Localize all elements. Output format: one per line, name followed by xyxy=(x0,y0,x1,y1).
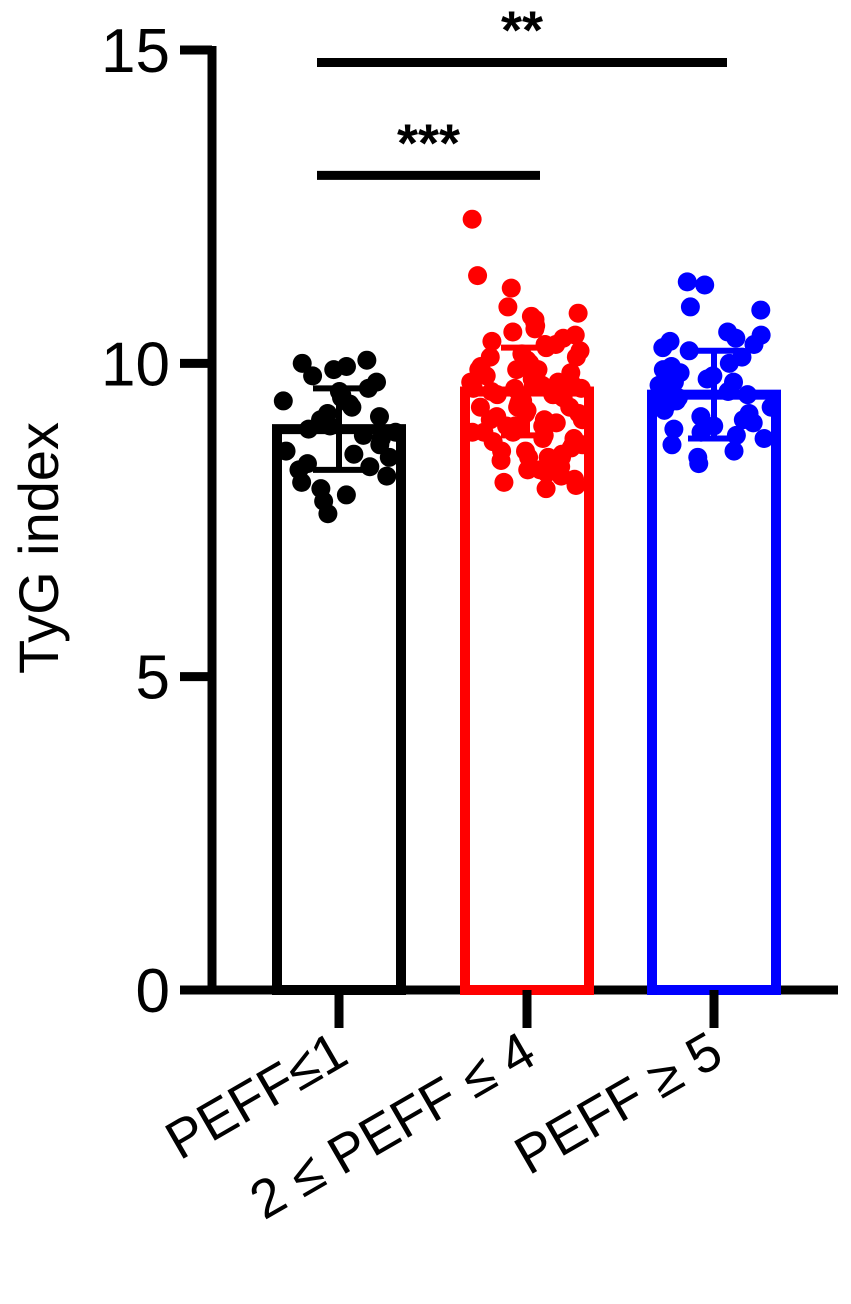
data-point xyxy=(273,391,293,411)
data-point xyxy=(536,479,556,499)
data-point xyxy=(476,366,496,386)
data-point xyxy=(566,476,586,496)
data-point xyxy=(497,416,517,436)
bars xyxy=(272,386,781,1028)
data-point xyxy=(462,422,482,442)
data-point xyxy=(761,397,781,417)
data-point xyxy=(369,407,389,427)
significance-brackets: ***** xyxy=(317,1,727,180)
data-point xyxy=(377,466,397,486)
data-point xyxy=(518,460,538,480)
data-point xyxy=(572,410,592,430)
data-point xyxy=(726,328,746,348)
data-point xyxy=(463,378,483,398)
y-ticks: 0 5 10 15 xyxy=(101,17,212,1026)
data-point xyxy=(571,378,591,398)
data-point xyxy=(501,278,521,298)
y-tick-label: 15 xyxy=(101,17,170,86)
data-point xyxy=(468,266,488,286)
y-tick-label: 0 xyxy=(136,957,170,1026)
data-point xyxy=(662,435,682,455)
data-point xyxy=(653,338,673,358)
data-point xyxy=(652,397,672,417)
data-point xyxy=(491,450,511,470)
data-point xyxy=(357,350,377,370)
data-point xyxy=(572,435,592,455)
data-point xyxy=(320,416,340,436)
y-tick-label: 5 xyxy=(136,644,170,713)
data-point xyxy=(744,335,764,355)
y-axis-title: TyG index xyxy=(7,422,70,674)
significance-label: *** xyxy=(397,113,460,173)
data-point xyxy=(360,457,380,477)
data-point xyxy=(677,272,697,292)
data-point xyxy=(379,447,399,467)
data-point xyxy=(664,419,684,439)
data-point xyxy=(507,360,527,380)
data-point xyxy=(552,447,572,467)
y-tick-label: 10 xyxy=(101,330,170,399)
data-point xyxy=(462,209,482,229)
data-point xyxy=(358,378,378,398)
data-point xyxy=(303,366,323,386)
data-point xyxy=(292,353,312,373)
data-point xyxy=(724,441,744,461)
data-point xyxy=(653,360,673,380)
bar-3 xyxy=(647,389,781,995)
data-point xyxy=(560,397,580,417)
data-point xyxy=(528,360,548,380)
data-point xyxy=(724,372,744,392)
data-point xyxy=(743,413,763,433)
data-point xyxy=(754,429,774,449)
data-point xyxy=(344,444,364,464)
data-point xyxy=(537,463,557,483)
error-bars xyxy=(313,344,740,473)
data-point xyxy=(689,454,709,474)
data-point xyxy=(503,322,523,342)
data-point xyxy=(482,331,502,351)
data-point xyxy=(353,425,373,445)
data-point xyxy=(738,385,758,405)
data-point xyxy=(480,347,500,367)
data-point xyxy=(533,429,553,449)
data-point xyxy=(566,347,586,367)
data-point xyxy=(487,385,507,405)
data-point xyxy=(276,441,296,461)
data-point xyxy=(299,419,319,439)
x-category-label: PEFF ≥ 5 xyxy=(505,1020,732,1186)
data-point xyxy=(480,410,500,430)
data-point xyxy=(680,297,700,317)
data-point xyxy=(324,360,344,380)
data-point xyxy=(568,303,588,323)
data-point xyxy=(494,472,514,492)
significance-label: ** xyxy=(501,1,543,61)
data-point xyxy=(498,297,518,317)
data-point xyxy=(751,300,771,320)
data-point xyxy=(695,275,715,295)
data-point xyxy=(336,485,356,505)
data-point xyxy=(342,397,362,417)
data-point xyxy=(535,335,555,355)
data-point xyxy=(525,319,545,339)
data-point xyxy=(719,353,739,373)
data-point xyxy=(318,504,338,524)
data-point xyxy=(292,472,312,492)
bar-1 xyxy=(272,424,406,995)
